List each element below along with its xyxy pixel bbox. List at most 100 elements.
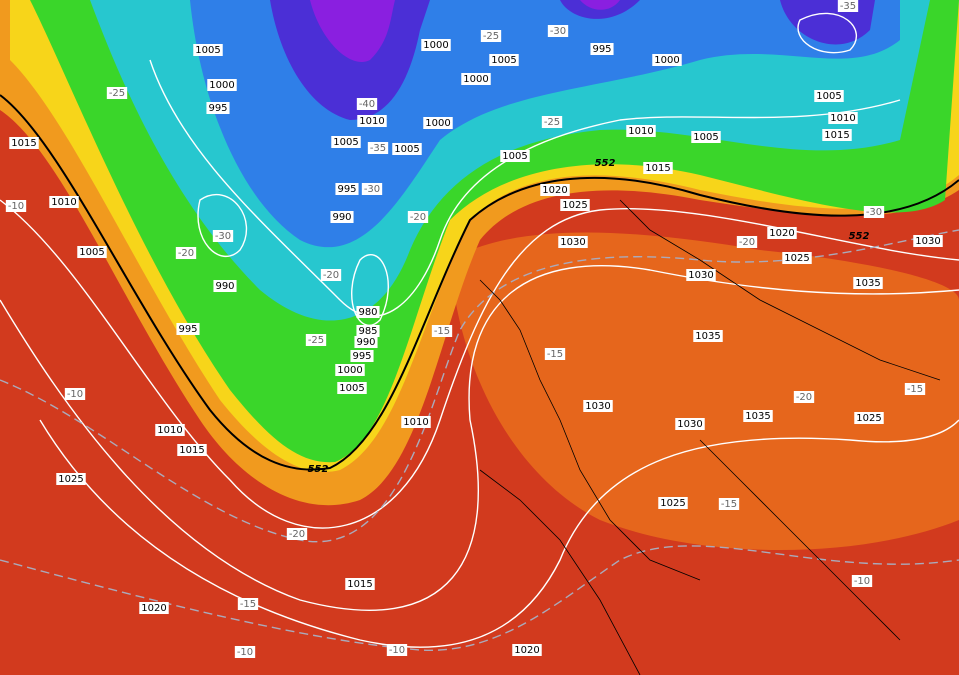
pressure-label-text: 1015	[11, 138, 36, 149]
pressure-label-text: 1030	[560, 237, 585, 248]
pressure-label-text: 995	[178, 324, 197, 335]
pressure-label-text: 1005	[491, 55, 516, 66]
temperature-label: -30	[547, 25, 569, 37]
temperature-label-text: -25	[109, 88, 125, 99]
pressure-label-text: 1020	[514, 645, 539, 656]
pressure-label-text: 1030	[677, 419, 702, 430]
temperature-label-text: -10	[237, 647, 253, 658]
pressure-label-box	[350, 350, 374, 362]
pressure-label-box	[461, 73, 491, 85]
pressure-label-text: 1000	[423, 40, 448, 51]
isobar	[197, 12, 857, 327]
pressure-label: 1005	[691, 131, 721, 143]
pressure-label: 1005	[500, 150, 530, 162]
pressure-label-box	[206, 102, 230, 114]
temperature-label-box	[175, 247, 197, 259]
temperature-label: -20	[736, 236, 758, 248]
temperature-label-text: -25	[483, 31, 499, 42]
temperature-label-text: -20	[323, 270, 339, 281]
temperature-label-box	[863, 206, 885, 218]
pressure-label: 1000	[423, 117, 453, 129]
pressure-label-box	[139, 602, 169, 614]
temperature-label: -15	[431, 325, 453, 337]
pressure-label-text: 1010	[359, 116, 384, 127]
pressure-label-text: 995	[592, 44, 611, 55]
pressure-label-box	[540, 184, 570, 196]
temperature-label-text: -15	[240, 599, 256, 610]
temperature-label: -25	[305, 334, 327, 346]
pressure-label: 1015	[822, 129, 852, 141]
pressure-label-text: 990	[215, 281, 234, 292]
pressure-label-text: 1005	[394, 144, 419, 155]
pressure-label-box	[176, 323, 200, 335]
pressure-label-box	[853, 277, 883, 289]
pressure-label-text: 985	[358, 326, 377, 337]
pressure-label-box	[828, 112, 858, 124]
temperature-label-text: -10	[389, 645, 405, 656]
pressure-label-box	[356, 306, 380, 318]
temperature-label-text: -10	[8, 201, 24, 212]
pressure-label: 1015	[345, 578, 375, 590]
pressure-label-text: 995	[352, 351, 371, 362]
pressure-label: 1000	[652, 54, 682, 66]
pressure-label-text: 1015	[645, 163, 670, 174]
pressure-label-text: 1010	[403, 417, 428, 428]
temperature-label: -10	[5, 200, 27, 212]
temperature-label: -15	[544, 348, 566, 360]
pressure-label-box	[686, 269, 716, 281]
pressure-label-text: 1000	[654, 55, 679, 66]
temperature-label-box	[237, 598, 259, 610]
temperature-label-box	[547, 25, 569, 37]
pressure-label-text: 1015	[824, 130, 849, 141]
temperature-label: -25	[480, 30, 502, 42]
pressure-label-text: 1010	[157, 425, 182, 436]
temperature-label-box	[367, 142, 389, 154]
pressure-label-box	[743, 410, 773, 422]
pressure-label: 1030	[686, 269, 716, 281]
pressure-label-text: 1015	[179, 445, 204, 456]
thickness-label: 552	[595, 158, 616, 169]
temperature-label: -20	[286, 528, 308, 540]
pressure-label-text: 1030	[585, 401, 610, 412]
temperature-label-text: -20	[289, 529, 305, 540]
pressure-label-box	[155, 424, 185, 436]
pressure-label-box	[814, 90, 844, 102]
pressure-label: 990	[213, 280, 237, 292]
isobar	[0, 199, 959, 529]
temperature-label-text: -30	[215, 231, 231, 242]
temperature-label-text: -20	[739, 237, 755, 248]
pressure-label: 1015	[177, 444, 207, 456]
pressure-label: 990	[330, 211, 354, 223]
pressure-label-box	[193, 44, 223, 56]
temperature-label: -35	[367, 142, 389, 154]
pressure-label-text: 1005	[693, 132, 718, 143]
pressure-label-box	[9, 137, 39, 149]
pressure-label-box	[56, 473, 86, 485]
temperature-label: -10	[234, 646, 256, 658]
pressure-label-box	[822, 129, 852, 141]
pressure-label-box	[421, 39, 451, 51]
pressure-label-text: 1020	[141, 603, 166, 614]
temperature-label: -10	[64, 388, 86, 400]
pressure-label-text: 1030	[915, 236, 940, 247]
pressure-label-box	[354, 336, 378, 348]
pressure-label-text: 990	[332, 212, 351, 223]
pressure-label: 1020	[540, 184, 570, 196]
pressure-label: 1005	[392, 143, 422, 155]
pressure-label: 1000	[461, 73, 491, 85]
pressure-label-text: 1005	[195, 45, 220, 56]
pressure-label-text: 1025	[784, 253, 809, 264]
temperature-label-text: -10	[67, 389, 83, 400]
pressure-label-box	[767, 227, 797, 239]
temperature-label-text: -25	[544, 117, 560, 128]
pressure-label-box	[691, 131, 721, 143]
temperature-label-text: -35	[840, 1, 856, 12]
pressure-label-text: 1000	[425, 118, 450, 129]
pressure-label: 990	[354, 336, 378, 348]
temperature-label: -20	[793, 391, 815, 403]
temperature-label-box	[407, 211, 429, 223]
temperature-label-text: -15	[721, 499, 737, 510]
pressure-label-text: 1015	[347, 579, 372, 590]
pressure-label-box	[213, 280, 237, 292]
pressure-label-text: 1025	[562, 200, 587, 211]
